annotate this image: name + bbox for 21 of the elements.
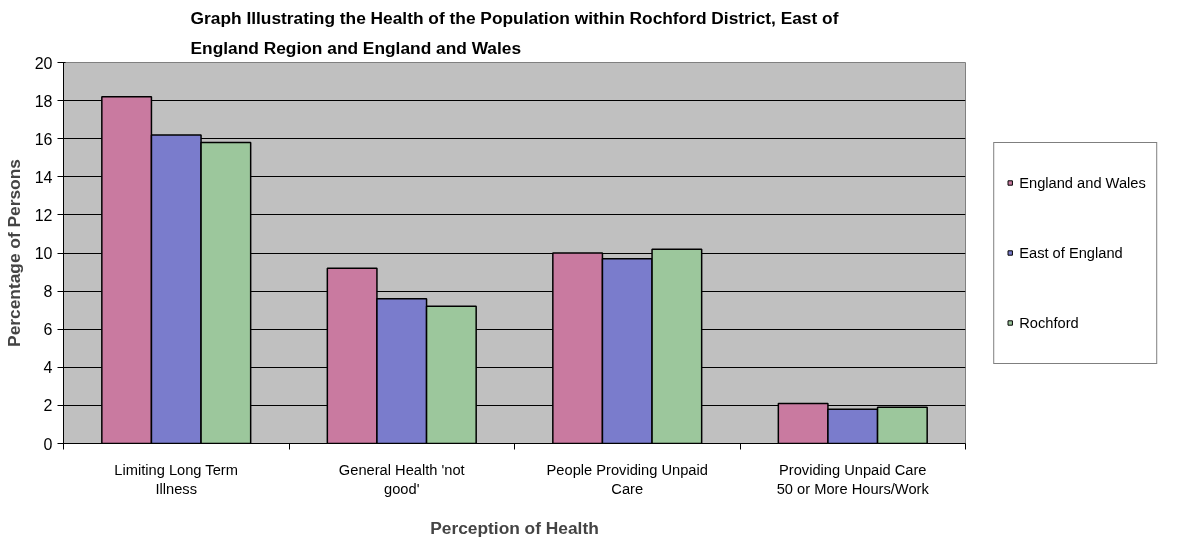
x-tick-label: General Health 'not good' bbox=[338, 461, 465, 497]
x-tick-label: Limiting Long Term Illness bbox=[114, 461, 238, 497]
y-axis-title: Percentage of Persons bbox=[3, 159, 24, 347]
y-tick-label: 4 bbox=[43, 359, 53, 377]
y-tick-label: 0 bbox=[43, 435, 53, 453]
y-tick-label: 14 bbox=[34, 168, 53, 186]
y-tick-label: 16 bbox=[34, 130, 53, 148]
legend-label: East of England bbox=[1019, 243, 1123, 263]
legend-label: Rochford bbox=[1019, 313, 1079, 333]
y-tick-label: 20 bbox=[34, 54, 53, 72]
legend-label: England and Wales bbox=[1019, 173, 1146, 193]
x-axis-title: Perception of Health bbox=[430, 517, 599, 538]
y-tick-label: 10 bbox=[34, 245, 53, 262]
y-tick-label: 8 bbox=[43, 283, 53, 301]
y-tick-label: 2 bbox=[43, 397, 53, 415]
y-tick-label: 6 bbox=[43, 321, 53, 339]
chart-title: Graph Illustrating the Health of the Population within Rochford District, East of England Region and England and Wales bbox=[190, 7, 839, 58]
x-tick-label: People Providing Unpaid Care bbox=[546, 461, 708, 497]
x-tick-label: Providing Unpaid Care 50 or More Hours/Work bbox=[776, 461, 930, 497]
y-tick-label: 18 bbox=[34, 92, 53, 110]
y-tick-label: 12 bbox=[34, 206, 53, 224]
